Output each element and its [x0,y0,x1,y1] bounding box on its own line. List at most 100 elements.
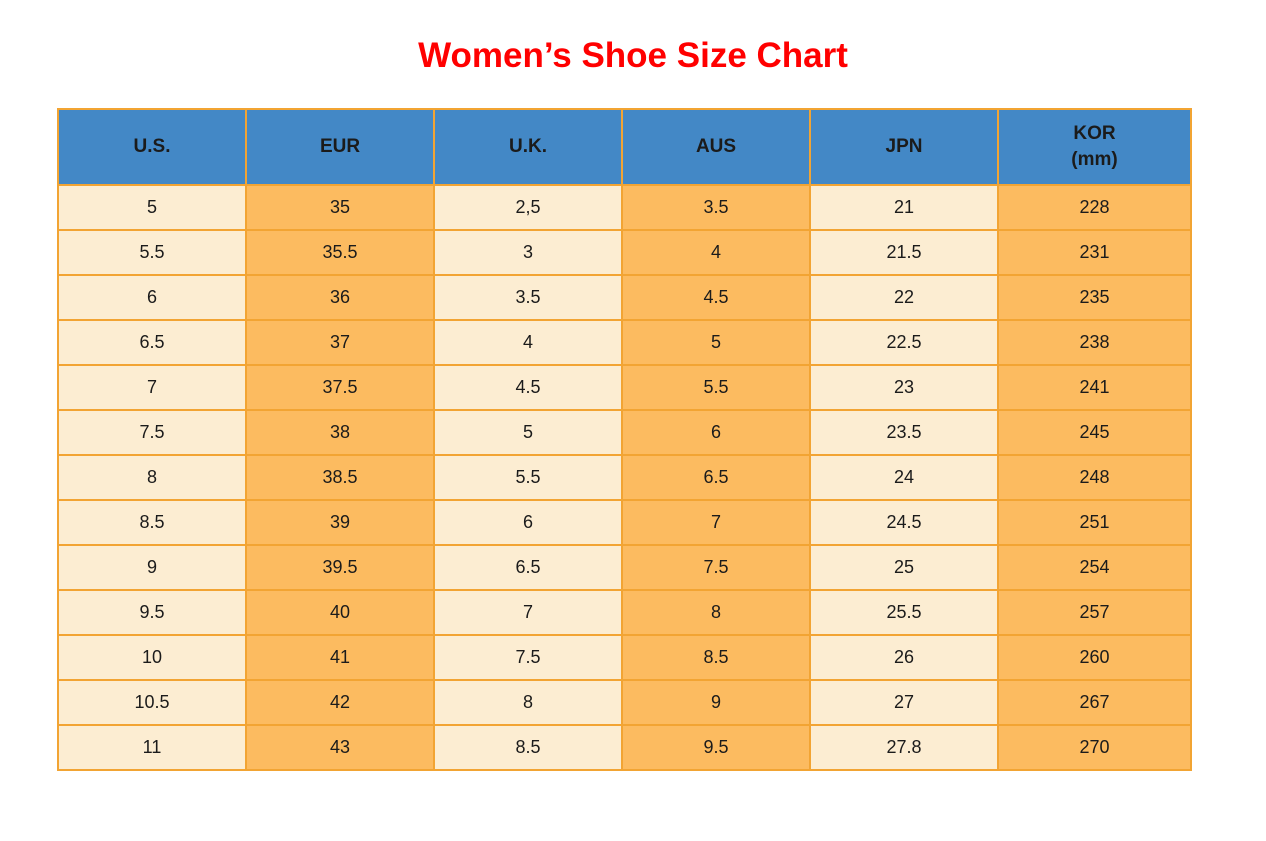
table-cell: 6 [57,274,247,321]
table-cell: 260 [997,634,1192,681]
column-header-kor: KOR (mm) [997,108,1192,186]
column-header-label: U.S. [133,136,171,158]
table-cell: 27 [809,679,999,726]
table-cell: 231 [997,229,1192,276]
table-cell: 22 [809,274,999,321]
table-cell: 10.5 [57,679,247,726]
table-row: 5.5 35.5 3 4 21.5 231 [57,229,1192,276]
table-cell: 43 [245,724,435,771]
table-cell: 6 [433,499,623,546]
table-cell: 41 [245,634,435,681]
table-row: 6 36 3.5 4.5 22 235 [57,274,1192,321]
table-cell: 7.5 [621,544,811,591]
table-row: 10 41 7.5 8.5 26 260 [57,634,1192,681]
table-header-row: U.S. EUR U.K. AUS JPN KOR (mm) [57,108,1192,186]
table-cell: 270 [997,724,1192,771]
table-cell: 4 [621,229,811,276]
table-cell: 6.5 [433,544,623,591]
table-cell: 257 [997,589,1192,636]
column-header-uk: U.K. [433,108,623,186]
table-cell: 8.5 [433,724,623,771]
table-cell: 36 [245,274,435,321]
table-cell: 5.5 [621,364,811,411]
column-header-label: AUS [695,136,737,158]
table-cell: 11 [57,724,247,771]
table-cell: 37.5 [245,364,435,411]
table-cell: 22.5 [809,319,999,366]
table-cell: 7 [621,499,811,546]
column-header-label: U.K. [509,136,547,158]
table-row: 9.5 40 7 8 25.5 257 [57,589,1192,636]
table-cell: 9.5 [57,589,247,636]
table-cell: 5 [57,184,247,231]
table-cell: 3 [433,229,623,276]
table-cell: 8 [621,589,811,636]
table-cell: 8 [433,679,623,726]
table-cell: 39 [245,499,435,546]
column-header-label: JPN [885,136,923,158]
table-cell: 7 [433,589,623,636]
table-cell: 228 [997,184,1192,231]
table-cell: 39.5 [245,544,435,591]
column-header-jpn: JPN [809,108,999,186]
table-cell: 10 [57,634,247,681]
table-row: 10.5 42 8 9 27 267 [57,679,1192,726]
table-cell: 7.5 [433,634,623,681]
table-cell: 235 [997,274,1192,321]
table-cell: 8 [57,454,247,501]
table-cell: 21.5 [809,229,999,276]
table-cell: 245 [997,409,1192,456]
table-cell: 23.5 [809,409,999,456]
table-row: 8.5 39 6 7 24.5 251 [57,499,1192,546]
table-row: 6.5 37 4 5 22.5 238 [57,319,1192,366]
table-cell: 6.5 [57,319,247,366]
table-cell: 25.5 [809,589,999,636]
table-cell: 26 [809,634,999,681]
table-cell: 35.5 [245,229,435,276]
column-header-eur: EUR [245,108,435,186]
table-cell: 2,5 [433,184,623,231]
column-header-aus: AUS [621,108,811,186]
table-cell: 267 [997,679,1192,726]
column-header-unit: (mm) [1071,149,1118,170]
table-cell: 4.5 [621,274,811,321]
page-title: Women’s Shoe Size Chart [418,36,848,75]
table-cell: 8.5 [621,634,811,681]
table-cell: 238 [997,319,1192,366]
table-cell: 37 [245,319,435,366]
table-cell: 25 [809,544,999,591]
table-cell: 6.5 [621,454,811,501]
table-row: 7.5 38 5 6 23.5 245 [57,409,1192,456]
table-cell: 9.5 [621,724,811,771]
table-cell: 5.5 [433,454,623,501]
table-cell: 251 [997,499,1192,546]
table-cell: 9 [621,679,811,726]
table-cell: 8.5 [57,499,247,546]
table-cell: 35 [245,184,435,231]
table-row: 5 35 2,5 3.5 21 228 [57,184,1192,231]
table-body: 5 35 2,5 3.5 21 228 5.5 35.5 3 4 21.5 231 6 36 3.5 4.5 2… [57,184,1192,771]
table-cell: 5.5 [57,229,247,276]
table-cell: 4 [433,319,623,366]
table-cell: 24.5 [809,499,999,546]
table-cell: 38 [245,409,435,456]
table-cell: 5 [433,409,623,456]
table-cell: 21 [809,184,999,231]
table-cell: 24 [809,454,999,501]
table-row: 7 37.5 4.5 5.5 23 241 [57,364,1192,411]
table-cell: 40 [245,589,435,636]
table-cell: 23 [809,364,999,411]
table-cell: 3.5 [621,184,811,231]
table-cell: 7.5 [57,409,247,456]
column-header-label: KOR [1073,123,1116,145]
table-cell: 27.8 [809,724,999,771]
table-cell: 241 [997,364,1192,411]
table-row: 8 38.5 5.5 6.5 24 248 [57,454,1192,501]
column-header-label: EUR [319,136,361,158]
table-cell: 3.5 [433,274,623,321]
column-header-us: U.S. [57,108,247,186]
table-cell: 254 [997,544,1192,591]
table-cell: 4.5 [433,364,623,411]
table-cell: 38.5 [245,454,435,501]
